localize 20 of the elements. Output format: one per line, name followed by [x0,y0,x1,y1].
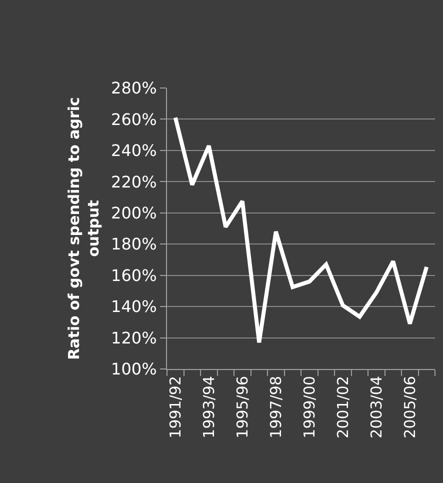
y-tick-label: 260% [111,110,157,129]
y-tick-label: 120% [111,328,157,348]
line-series [173,116,429,344]
x-tick-label: 1993/94 [200,376,218,438]
x-tick-label: 1997/98 [266,376,285,438]
y-tick-label: 100% [111,360,157,379]
y-tick-label: 220% [111,172,157,192]
x-tick-label: 2005/06 [400,376,419,438]
x-tick-label: 1995/96 [233,376,252,438]
y-tick-label: 180% [111,234,157,254]
x-tick-label: 2003/04 [367,376,386,438]
y-axis-title: Ratio of govt spending to agric output [64,97,102,360]
y-tick-label: 280% [111,78,157,98]
y-tick-label: 200% [111,203,157,222]
x-tick-label: 1999/00 [300,376,318,438]
x-tick-label: 1991/92 [166,376,184,438]
y-tick-label: 240% [111,141,157,160]
y-tick-label: 160% [111,266,157,285]
y-tick-label: 140% [111,297,157,316]
x-tick-label: 2001/02 [334,376,352,438]
